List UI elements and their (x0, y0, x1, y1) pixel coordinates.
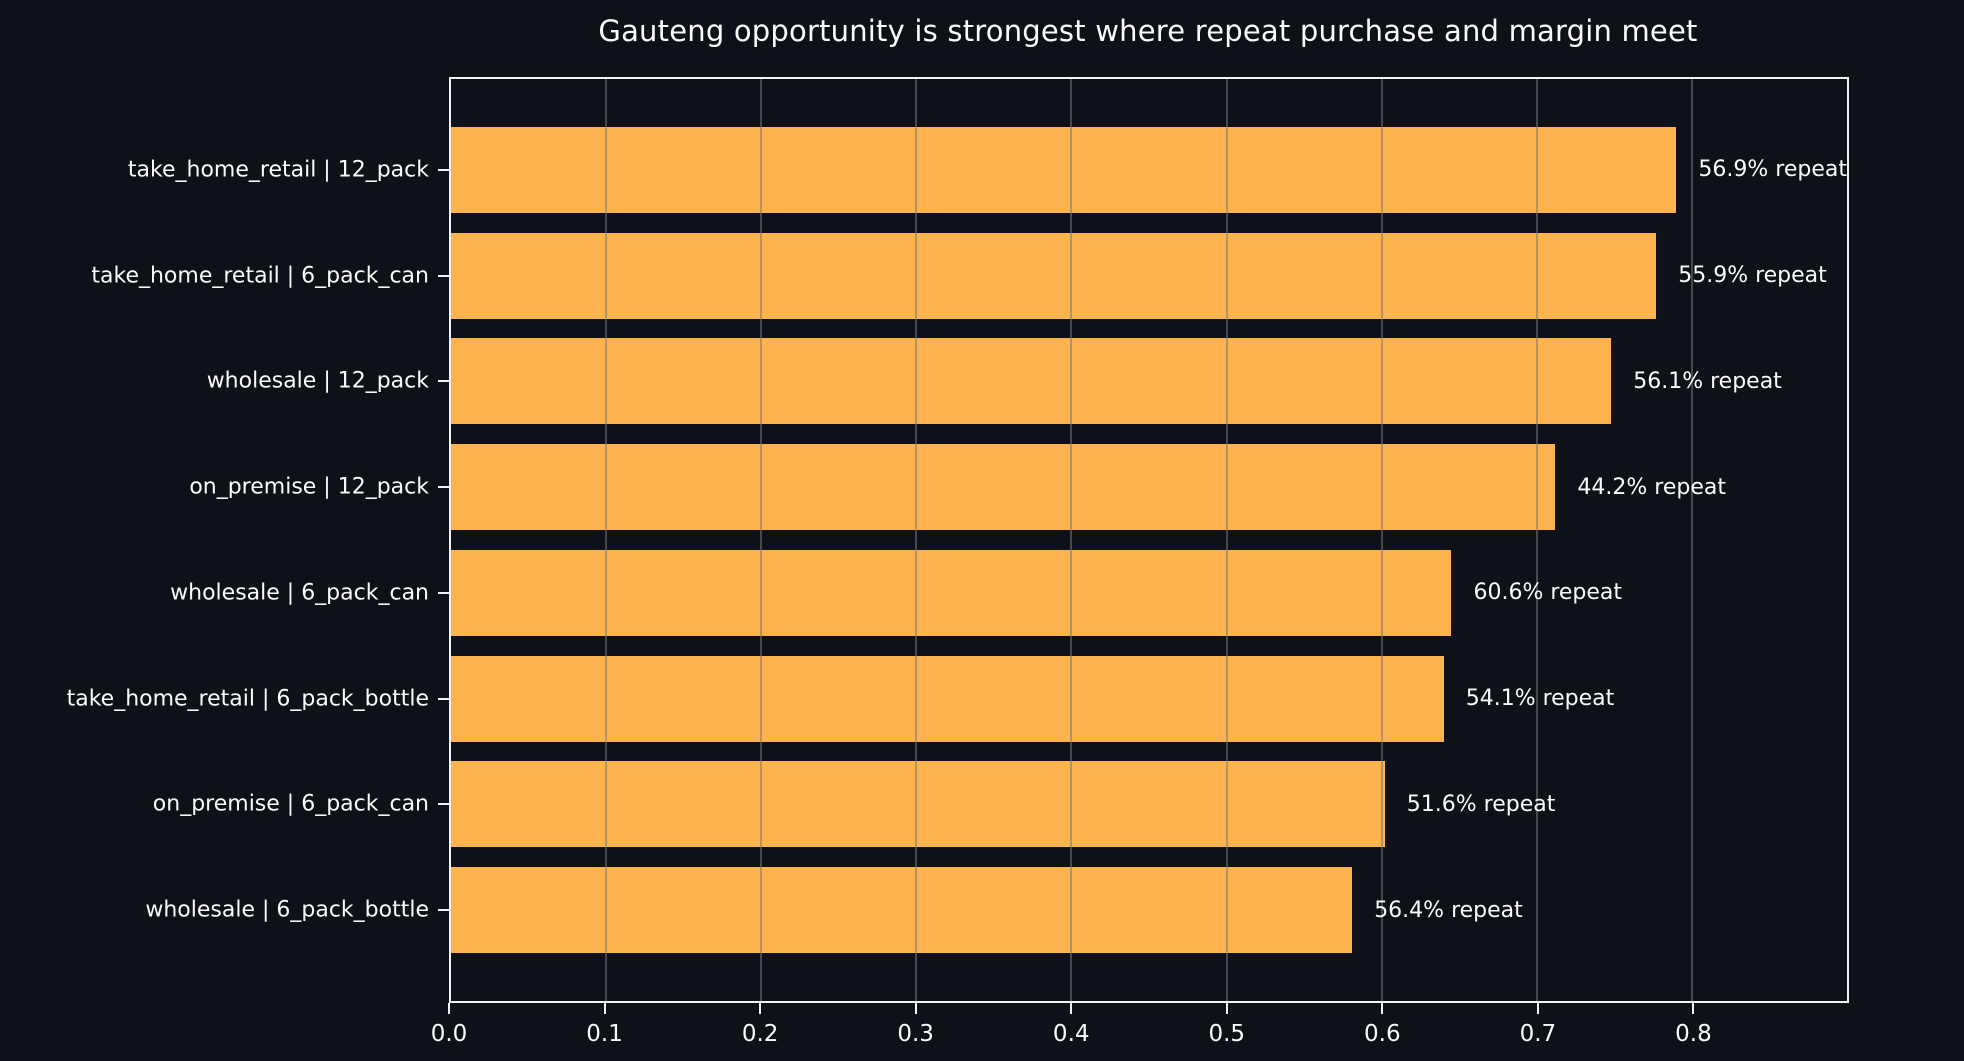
bar (451, 655, 1444, 742)
y-axis-label: take_home_retail | 6_pack_bottle (66, 686, 429, 712)
x-tick-label: 0.4 (1052, 1021, 1090, 1047)
x-axis: 0.0 0.1 0.2 0.3 0.4 0.5 0.6 0.7 0.8 (431, 1001, 1849, 1057)
x-tick-label: 0.7 (1519, 1021, 1557, 1047)
bar-row: on_premise | 6_pack_can 51.6% repeat (153, 752, 1847, 858)
x-tick-mark (448, 1003, 450, 1014)
y-axis-label: wholesale | 6_pack_can (170, 580, 429, 606)
x-tick-mark (1070, 1003, 1073, 1014)
y-tick-mark (438, 803, 449, 806)
bar-annotation: 56.1% repeat (1633, 368, 1782, 394)
x-tick-mark (759, 1003, 762, 1014)
x-tick-mark (914, 1003, 917, 1014)
y-tick-mark (438, 168, 449, 171)
bar-row: on_premise | 12_pack 44.2% repeat (189, 434, 1847, 540)
bar-annotation: 56.4% repeat (1374, 897, 1523, 923)
bar-row: take_home_retail | 6_pack_can 55.9% repea… (91, 223, 1847, 329)
bar (451, 126, 1677, 213)
bar (451, 232, 1657, 319)
gridline-x-0.8 (1690, 79, 1693, 1001)
y-axis-label: take_home_retail | 6_pack_can (91, 263, 429, 289)
plot-area: take_home_retail | 12_pack 56.9% repeat ta… (67, 77, 1849, 1003)
y-tick-mark (438, 697, 449, 700)
bar-annotation: 51.6% repeat (1406, 791, 1556, 817)
gridline-x-0.7 (1535, 79, 1538, 1001)
x-tick-mark (1381, 1003, 1384, 1014)
bar-annotation: 60.6% repeat (1473, 580, 1623, 606)
bar-row: wholesale | 12_pack 56.1% repeat (207, 329, 1847, 435)
x-tick-mark (603, 1003, 606, 1014)
y-tick-mark (438, 486, 449, 489)
y-tick-mark (438, 274, 449, 277)
x-tick-mark (1536, 1003, 1539, 1014)
y-axis-label: on_premise | 6_pack_can (152, 791, 429, 817)
bar-annotation: 54.1% repeat (1465, 686, 1615, 712)
y-tick-mark (438, 380, 449, 383)
gridline-x-0.4 (1070, 79, 1073, 1001)
y-tick-mark (438, 909, 449, 912)
gridline-x-0.3 (915, 79, 918, 1001)
x-tick-label: 0.0 (430, 1021, 468, 1047)
y-axis-label: wholesale | 6_pack_bottle (145, 897, 429, 923)
bar (451, 444, 1556, 531)
bar (451, 549, 1452, 636)
x-tick-label: 0.6 (1364, 1021, 1401, 1047)
bar (451, 761, 1385, 848)
y-tick-mark (438, 591, 449, 594)
bar-row: wholesale | 6_pack_bottle 56.4% repeat (145, 857, 1847, 963)
bar-row: take_home_retail | 12_pack 56.9% repeat (128, 117, 1847, 223)
gridline-x-0.6 (1380, 79, 1383, 1001)
bar-annotation: 55.9% repeat (1678, 263, 1827, 289)
x-tick-label: 0.2 (741, 1021, 779, 1047)
x-tick-label: 0.3 (897, 1021, 934, 1047)
y-axis-label: on_premise | 12_pack (189, 474, 429, 500)
chart-title: Gauteng opportunity is strongest where r… (598, 14, 1698, 48)
y-axis-label: wholesale | 12_pack (206, 368, 429, 394)
x-tick-label: 0.1 (586, 1021, 623, 1047)
gridline-x-0.2 (760, 79, 763, 1001)
x-tick-mark (1225, 1003, 1228, 1014)
bar (451, 867, 1353, 954)
x-tick-label: 0.5 (1208, 1021, 1246, 1047)
x-tick-mark (1692, 1003, 1695, 1014)
bar-annotation: 44.2% repeat (1577, 474, 1726, 500)
bar-rows-container: take_home_retail | 12_pack 56.9% repeat ta… (67, 79, 1847, 1001)
y-axis-label: take_home_retail | 12_pack (127, 157, 429, 183)
bar-row: take_home_retail | 6_pack_bottle 54.1% re… (67, 646, 1847, 752)
bar (451, 338, 1612, 425)
bar-annotation: 56.9% repeat (1698, 157, 1847, 183)
gridline-x-0.1 (605, 79, 608, 1001)
gridline-x-0.5 (1225, 79, 1228, 1001)
x-tick-label: 0.8 (1675, 1021, 1712, 1047)
bar-row: wholesale | 6_pack_can 60.6% repeat (170, 540, 1847, 646)
